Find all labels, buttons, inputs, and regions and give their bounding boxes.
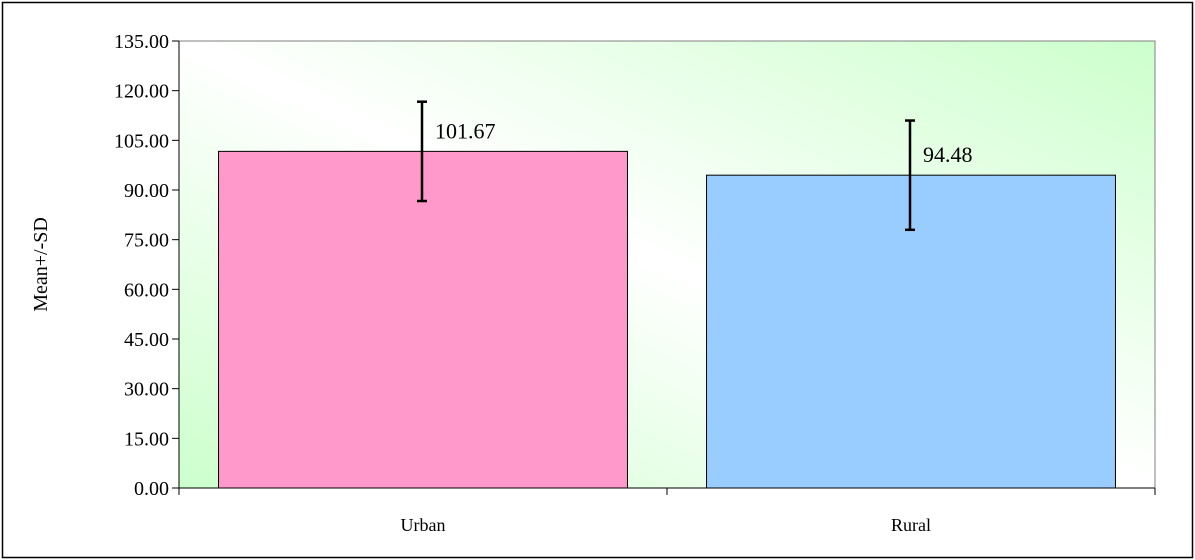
bar-urban bbox=[218, 150, 628, 489]
y-tick-label: 15.00 bbox=[124, 428, 169, 450]
y-tick-label: 75.00 bbox=[124, 230, 169, 252]
y-tick-label: 45.00 bbox=[124, 329, 169, 351]
y-tick-label: 30.00 bbox=[124, 379, 169, 401]
x-category-label: Urban bbox=[401, 515, 446, 535]
y-tick-label: 90.00 bbox=[124, 180, 169, 202]
error-bars bbox=[417, 100, 915, 232]
data-label-urban: 101.67 bbox=[435, 118, 496, 143]
y-tick-label: 120.00 bbox=[114, 81, 169, 103]
data-label-rural: 94.48 bbox=[923, 142, 973, 167]
y-tick-label: 60.00 bbox=[124, 279, 169, 301]
y-axis-ticks: 0.00 15.00 30.00 45.00 60.00 75.00 90.00 105.00… bbox=[114, 31, 179, 500]
x-category-label: Rural bbox=[891, 515, 931, 535]
y-axis-label: Mean+/-SD bbox=[30, 217, 52, 312]
y-tick-label: 135.00 bbox=[114, 31, 169, 53]
y-tick-label: 105.00 bbox=[114, 130, 169, 152]
x-axis-ticks: Urban Rural bbox=[178, 488, 1156, 535]
data-labels: 101.67 94.48 bbox=[435, 118, 973, 167]
y-tick-label: 0.00 bbox=[134, 478, 169, 500]
